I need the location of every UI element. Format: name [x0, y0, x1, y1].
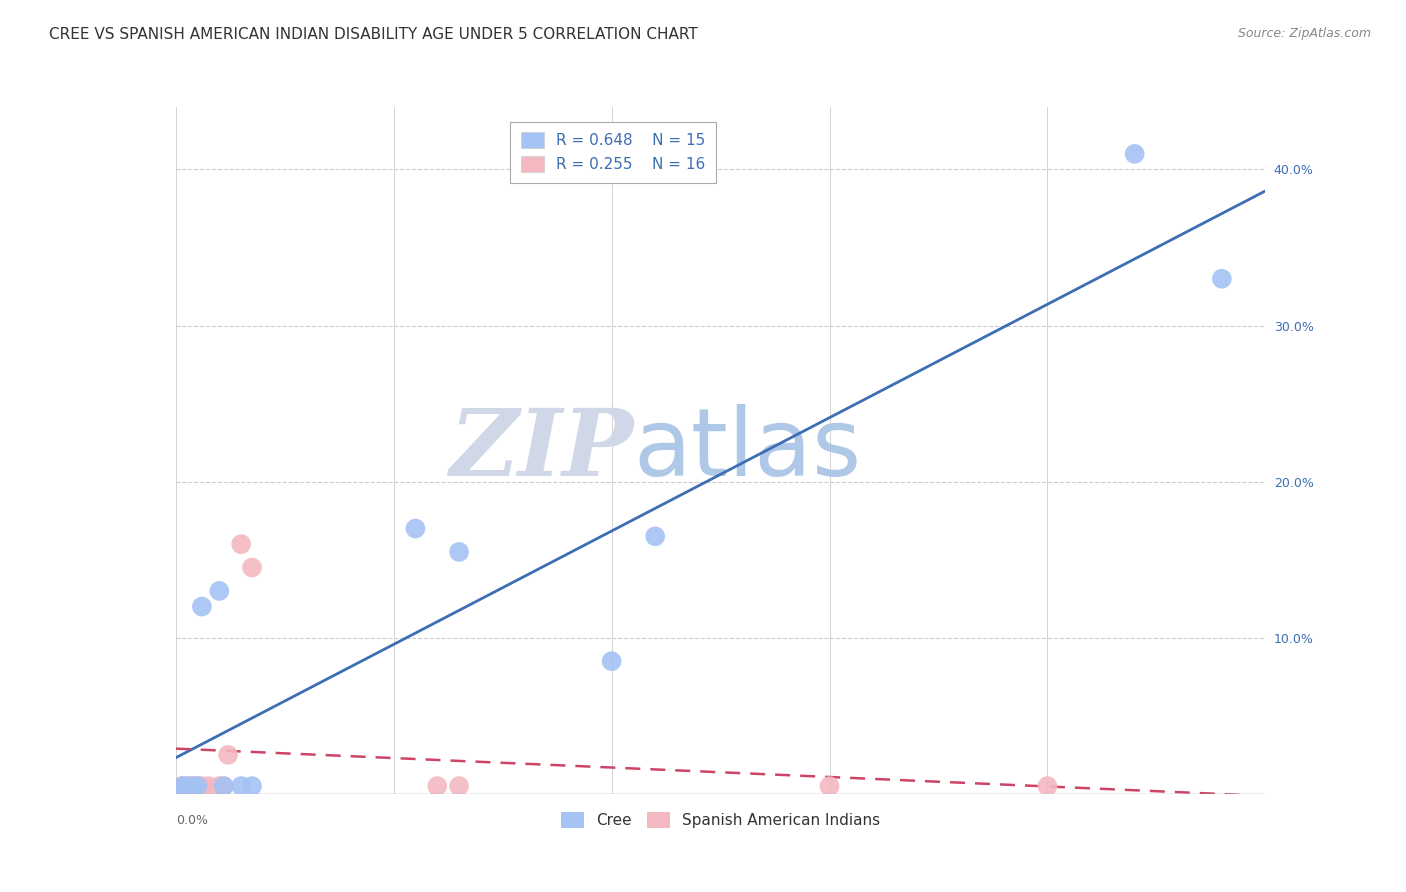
Point	[172, 779, 194, 793]
Point	[818, 779, 841, 793]
Point	[191, 599, 214, 614]
Point	[600, 654, 623, 668]
Point	[1211, 271, 1233, 285]
Text: atlas: atlas	[633, 404, 862, 497]
Point	[181, 779, 204, 793]
Point	[176, 779, 198, 793]
Text: Source: ZipAtlas.com: Source: ZipAtlas.com	[1237, 27, 1371, 40]
Point	[240, 560, 263, 574]
Point	[181, 779, 204, 793]
Point	[212, 779, 235, 793]
Text: ZIP: ZIP	[449, 406, 633, 495]
Text: 0.0%: 0.0%	[176, 814, 208, 828]
Point	[197, 779, 219, 793]
Point	[172, 779, 194, 793]
Point	[186, 779, 209, 793]
Point	[186, 779, 209, 793]
Point	[217, 747, 239, 762]
Point	[644, 529, 666, 543]
Point	[208, 779, 231, 793]
Point	[231, 779, 253, 793]
Point	[426, 779, 449, 793]
Legend: Cree, Spanish American Indians: Cree, Spanish American Indians	[555, 806, 886, 834]
Point	[231, 537, 253, 551]
Point	[447, 545, 470, 559]
Point	[212, 779, 235, 793]
Text: CREE VS SPANISH AMERICAN INDIAN DISABILITY AGE UNDER 5 CORRELATION CHART: CREE VS SPANISH AMERICAN INDIAN DISABILI…	[49, 27, 697, 42]
Point	[1123, 146, 1146, 161]
Point	[240, 779, 263, 793]
Point	[173, 779, 195, 793]
Point	[191, 779, 214, 793]
Point	[1036, 779, 1059, 793]
Point	[177, 779, 200, 793]
Point	[447, 779, 470, 793]
Point	[208, 583, 231, 598]
Point	[405, 521, 427, 535]
